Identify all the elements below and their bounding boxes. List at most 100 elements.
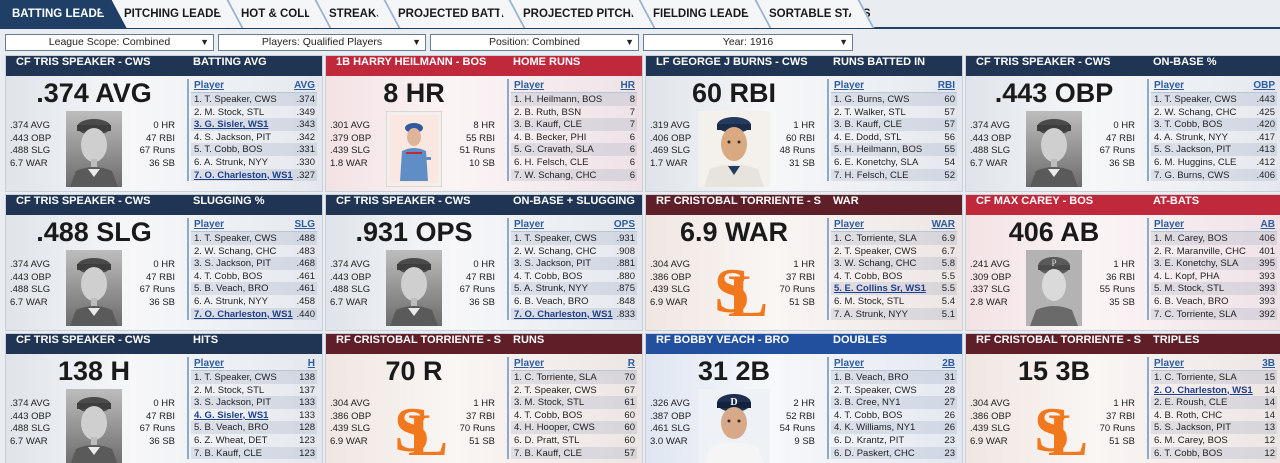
leaderboard-player-name[interactable]: 6. B. Veach, BRO (514, 295, 589, 307)
leader-player-link[interactable]: RF BOBBY VEACH - BRO (646, 334, 822, 354)
leaderboard-row[interactable]: 6. H. Felsch, CLE 6 (511, 156, 637, 169)
leaderboard-row[interactable]: 1. T. Speaker, CWS .374 (191, 93, 317, 106)
leaderboard-row[interactable]: 7. B. Kauff, CLE 57 (511, 446, 637, 460)
leaderboard-row[interactable]: 3. M. Stock, STL 61 (511, 396, 637, 409)
leaderboard-player-name[interactable]: 6. E. Konetchy, SLA (834, 156, 919, 168)
player-column-header[interactable]: Player (1154, 358, 1185, 369)
leaderboard-player-name[interactable]: 1. T. Speaker, CWS (1154, 94, 1237, 105)
leaderboard-row[interactable]: 3. W. Schang, CHC 5.8 (831, 257, 957, 270)
leaderboard-player-name[interactable]: 6. A. Strunk, NYY (194, 295, 268, 307)
leaderboard-player-name[interactable]: 5. M. Stock, STL (1154, 283, 1225, 295)
player-column-header[interactable]: Player (834, 219, 865, 230)
player-column-header[interactable]: Player (834, 358, 865, 369)
leaderboard-row[interactable]: 5. S. Jackson, PIT 13 (1151, 421, 1277, 434)
leaderboard-player-name[interactable]: 6. H. Felsch, CLE (514, 156, 589, 168)
leaderboard-row[interactable]: 1. B. Veach, BRO 31 (831, 371, 957, 384)
leaderboard-player-name[interactable]: 2. E. Roush, CLE (1154, 397, 1228, 409)
leaderboard-row[interactable]: 1. T. Speaker, CWS 138 (191, 371, 317, 384)
leaderboard-player-name[interactable]: 2. T. Speaker, CWS (834, 384, 917, 396)
leaderboard-player-name[interactable]: 6. D. Pratt, STL (514, 434, 580, 446)
leaderboard-row[interactable]: 3. B. Kauff, CLE 57 (831, 118, 957, 131)
leaderboard-row[interactable]: 6. E. Konetchy, SLA 54 (831, 156, 957, 169)
leaderboard-player-name[interactable]: 3. S. Jackson, PIT (514, 258, 592, 270)
leaderboard-player-name[interactable]: 2. T. Speaker, CWS (834, 245, 917, 257)
leaderboard-row[interactable]: 6. B. Veach, BRO 393 (1151, 295, 1277, 308)
leaderboard-row[interactable]: 6. D. Pratt, STL 60 (511, 434, 637, 447)
leaderboard-row[interactable]: 2. W. Schang, CHC .425 (1151, 106, 1277, 119)
player-column-header[interactable]: Player (1154, 219, 1185, 230)
leaderboard-row[interactable]: 7. O. Charleston, WS1.833 (511, 307, 637, 321)
leaderboard-player-name[interactable]: 1. C. Torriente, SLA (834, 233, 917, 244)
leaderboard-player-name[interactable]: 5. B. Veach, BRO (194, 422, 269, 434)
leaderboard-player-name[interactable]: 7. A. Strunk, NYY (834, 308, 908, 320)
leaderboard-player-name[interactable]: 5. H. Heilmann, BOS (834, 144, 923, 156)
stat-column-header[interactable]: SLG (294, 219, 315, 230)
leaderboard-row[interactable]: 2. R. Maranville, CHC 401 (1151, 245, 1277, 258)
leaderboard-player-name[interactable]: 2. T. Walker, STL (834, 106, 906, 118)
leaderboard-row[interactable]: 2. E. Roush, CLE 14 (1151, 396, 1277, 409)
leaderboard-row[interactable]: 7. A. Strunk, NYY 5.1 (831, 307, 957, 321)
stat-column-header[interactable]: WAR (931, 219, 955, 230)
leaderboard-row[interactable]: 7. B. Kauff, CLE 123 (191, 446, 317, 460)
leader-player-link[interactable]: RF CRISTOBAL TORRIENTE - SLA (966, 334, 1142, 354)
leaderboard-row[interactable]: 2. M. Stock, STL 137 (191, 384, 317, 397)
leaderboard-row[interactable]: 3. S. Jackson, PIT .468 (191, 257, 317, 270)
tab-sortable-stats[interactable]: SORTABLE STATS (757, 0, 871, 28)
leaderboard-player-name[interactable]: 7. C. Torriente, SLA (1154, 308, 1237, 320)
stat-column-header[interactable]: R (627, 358, 635, 369)
leaderboard-player-name[interactable]: 4. K. Williams, NY1 (834, 422, 916, 434)
leaderboard-player-name[interactable]: 2. W. Schang, CHC (194, 245, 277, 257)
leaderboard-row[interactable]: 6. M. Huggins, CLE .412 (1151, 156, 1277, 169)
leaderboard-player-name[interactable]: 2. M. Stock, STL (194, 384, 265, 396)
leaderboard-row[interactable]: 3. S. Jackson, PIT .881 (511, 257, 637, 270)
leaderboard-player-name[interactable]: 5. S. Jackson, PIT (1154, 144, 1232, 156)
leaderboard-row[interactable]: 2. T. Speaker, CWS 28 (831, 384, 957, 397)
leaderboard-row[interactable]: 7. O. Charleston, WS1.440 (191, 307, 317, 321)
player-column-header[interactable]: Player (514, 358, 545, 369)
leaderboard-row[interactable]: 7. G. Burns, CWS .406 (1151, 168, 1277, 182)
leaderboard-player-name[interactable]: 7. O. Charleston, WS1 (194, 308, 293, 320)
leaderboard-row[interactable]: 3. G. Sisler, WS1 .343 (191, 118, 317, 131)
leaderboard-row[interactable]: 5. M. Stock, STL 393 (1151, 282, 1277, 295)
players-select[interactable]: Players: Qualified Players ▼ (218, 34, 426, 51)
leader-player-link[interactable]: RF CRISTOBAL TORRIENTE - SLA (326, 334, 502, 354)
leaderboard-player-name[interactable]: 4. B. Becker, PHI (514, 131, 587, 143)
stat-column-header[interactable]: HR (620, 80, 635, 91)
leaderboard-player-name[interactable]: 1. B. Veach, BRO (834, 372, 909, 383)
leaderboard-row[interactable]: 2. W. Schang, CHC .908 (511, 245, 637, 258)
leaderboard-player-name[interactable]: 5. A. Strunk, NYY (514, 283, 588, 295)
leaderboard-player-name[interactable]: 5. E. Collins Sr, WS1 (834, 283, 926, 295)
leaderboard-player-name[interactable]: 4. S. Jackson, PIT (194, 131, 272, 143)
leaderboard-player-name[interactable]: 4. B. Roth, CHC (1154, 409, 1223, 421)
leaderboard-player-name[interactable]: 3. T. Cobb, BOS (1154, 119, 1223, 131)
leader-player-link[interactable]: CF MAX CAREY - BOS (966, 195, 1142, 215)
leaderboard-player-name[interactable]: 5. B. Veach, BRO (194, 283, 269, 295)
leaderboard-player-name[interactable]: 2. B. Ruth, BSN (514, 106, 582, 118)
leaderboard-player-name[interactable]: 2. R. Maranville, CHC (1154, 245, 1246, 257)
leaderboard-player-name[interactable]: 5. G. Cravath, SLA (514, 144, 594, 156)
leaderboard-player-name[interactable]: 6. M. Huggins, CLE (1154, 156, 1237, 168)
leaderboard-row[interactable]: 6. D. Krantz, PIT 23 (831, 434, 957, 447)
stat-column-header[interactable]: OBP (1253, 80, 1275, 91)
leaderboard-row[interactable]: 1. C. Torriente, SLA 15 (1151, 371, 1277, 384)
leaderboard-player-name[interactable]: 4. E. Dodd, STL (834, 131, 902, 143)
leaderboard-player-name[interactable]: 1. H. Heilmann, BOS (514, 94, 603, 105)
leaderboard-player-name[interactable]: 1. M. Carey, BOS (1154, 233, 1228, 244)
leader-player-link[interactable]: CF TRIS SPEAKER - CWS (6, 334, 182, 354)
leaderboard-row[interactable]: 6. T. Cobb, BOS 12 (1151, 446, 1277, 460)
tab-pitching-leaders[interactable]: PITCHING LEADERS (112, 0, 237, 28)
leaderboard-row[interactable]: 4. E. Dodd, STL 56 (831, 131, 957, 144)
tab-fielding-leaders[interactable]: FIELDING LEADERS (641, 0, 765, 28)
leaderboard-row[interactable]: 7. W. Schang, CHC 6 (511, 168, 637, 182)
leaderboard-player-name[interactable]: 7. B. Kauff, CLE (194, 447, 262, 459)
leaderboard-row[interactable]: 5. A. Strunk, NYY .875 (511, 282, 637, 295)
leaderboard-row[interactable]: 1. C. Torriente, SLA 6.9 (831, 232, 957, 245)
leaderboard-row[interactable]: 4. K. Williams, NY1 26 (831, 421, 957, 434)
leaderboard-player-name[interactable]: 5. S. Jackson, PIT (1154, 422, 1232, 434)
stat-column-header[interactable]: 3B (1262, 358, 1275, 369)
player-column-header[interactable]: Player (514, 80, 545, 91)
tab-batting-leaders[interactable]: BATTING LEADERS (0, 0, 120, 28)
leaderboard-row[interactable]: 2. M. Stock, STL .349 (191, 106, 317, 119)
tab-projected-pitching[interactable]: PROJECTED PITCHING (511, 0, 651, 28)
leaderboard-player-name[interactable]: 7. G. Burns, CWS (1154, 169, 1230, 181)
